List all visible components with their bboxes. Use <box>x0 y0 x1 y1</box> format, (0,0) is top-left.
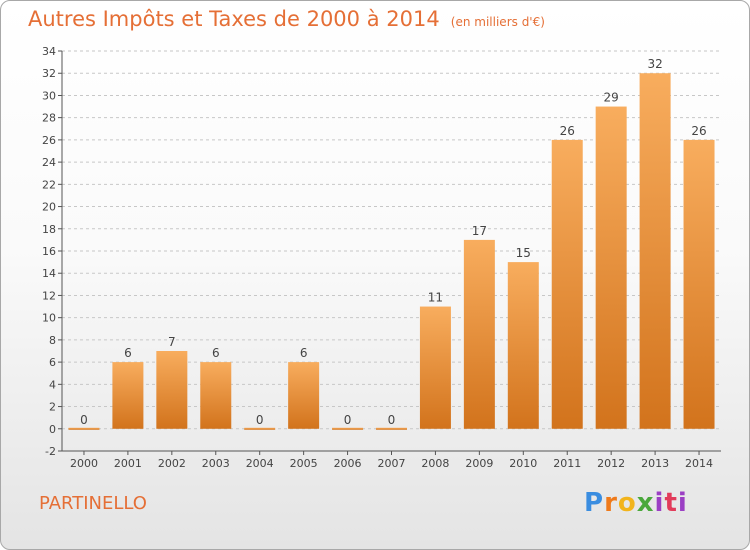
data-label: 0 <box>80 413 88 427</box>
data-label: 15 <box>516 246 531 260</box>
y-tick-label: 20 <box>42 201 56 214</box>
bar <box>595 106 627 429</box>
bar <box>507 262 539 429</box>
y-tick-label: 34 <box>42 45 56 58</box>
data-label: 0 <box>344 413 352 427</box>
unit-label: (en milliers d'€) <box>450 15 545 29</box>
x-tick-label: 2013 <box>641 457 669 470</box>
data-label: 26 <box>560 124 575 138</box>
data-label: 0 <box>388 413 396 427</box>
data-label: 11 <box>428 291 443 305</box>
bar <box>288 362 320 429</box>
x-tick-label: 2007 <box>378 457 406 470</box>
data-label: 6 <box>212 346 220 360</box>
bar <box>68 427 100 430</box>
y-tick-label: 2 <box>49 401 56 414</box>
y-tick-label: 12 <box>42 289 56 302</box>
bar <box>551 139 583 429</box>
x-tick-label: 2011 <box>553 457 581 470</box>
x-tick-label: 2014 <box>685 457 713 470</box>
y-tick-label: 22 <box>42 178 56 191</box>
data-label: 6 <box>124 346 132 360</box>
y-tick-label: 30 <box>42 89 56 102</box>
y-tick-label: 8 <box>49 334 56 347</box>
data-label: 7 <box>168 335 176 349</box>
x-tick-label: 2002 <box>158 457 186 470</box>
y-tick-label: 14 <box>42 267 56 280</box>
chart-title: Autres Impôts et Taxes de 2000 à 2014 (e… <box>28 7 545 31</box>
data-label: 26 <box>691 124 706 138</box>
data-label: 0 <box>256 413 264 427</box>
x-tick-label: 2010 <box>509 457 537 470</box>
y-tick-label: 10 <box>42 312 56 325</box>
bar <box>639 73 671 429</box>
x-tick-label: 2012 <box>597 457 625 470</box>
y-tick-label: 28 <box>42 112 56 125</box>
x-tick-label: 2005 <box>290 457 318 470</box>
proxiti-logo: Proxiti <box>584 488 688 518</box>
bar <box>683 139 715 429</box>
bar <box>156 351 188 429</box>
bar <box>112 362 144 429</box>
y-tick-label: 26 <box>42 134 56 147</box>
y-tick-label: 24 <box>42 156 56 169</box>
data-label: 32 <box>647 57 662 71</box>
place-name: PARTINELLO <box>39 493 147 514</box>
x-tick-label: 2009 <box>465 457 493 470</box>
title-text: Autres Impôts et Taxes de 2000 à 2014 <box>28 7 440 31</box>
x-tick-label: 2006 <box>334 457 362 470</box>
y-tick-label: 0 <box>49 423 56 436</box>
y-tick-label: 18 <box>42 223 56 236</box>
bar <box>244 427 276 430</box>
y-tick-label: 32 <box>42 67 56 80</box>
bar <box>463 239 495 429</box>
x-tick-label: 2004 <box>246 457 274 470</box>
x-tick-label: 2000 <box>70 457 98 470</box>
bar <box>332 427 364 430</box>
y-tick-label: 6 <box>49 356 56 369</box>
y-tick-label: 4 <box>49 378 56 391</box>
data-label: 29 <box>604 91 619 105</box>
bar <box>376 427 407 430</box>
bar <box>419 306 451 429</box>
x-tick-label: 2008 <box>421 457 449 470</box>
data-label: 17 <box>472 224 487 238</box>
y-tick-label: 16 <box>42 245 56 258</box>
bar <box>200 362 232 429</box>
x-tick-label: 2001 <box>114 457 142 470</box>
y-tick-label: -2 <box>45 445 56 458</box>
x-tick-label: 2003 <box>202 457 230 470</box>
data-label: 6 <box>300 346 308 360</box>
